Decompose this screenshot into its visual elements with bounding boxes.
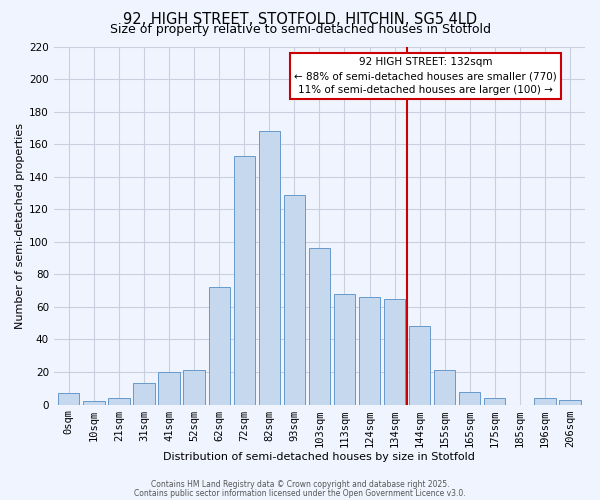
Text: Contains HM Land Registry data © Crown copyright and database right 2025.: Contains HM Land Registry data © Crown c… bbox=[151, 480, 449, 489]
Bar bbox=[334, 294, 355, 405]
Bar bbox=[133, 384, 155, 404]
Bar bbox=[58, 393, 79, 404]
Y-axis label: Number of semi-detached properties: Number of semi-detached properties bbox=[15, 122, 25, 328]
Text: Contains public sector information licensed under the Open Government Licence v3: Contains public sector information licen… bbox=[134, 488, 466, 498]
Bar bbox=[158, 372, 179, 404]
Bar bbox=[108, 398, 130, 404]
Bar bbox=[559, 400, 581, 404]
Bar bbox=[209, 288, 230, 405]
Bar bbox=[459, 392, 481, 404]
Bar bbox=[83, 402, 104, 404]
Bar bbox=[359, 297, 380, 405]
Text: 92, HIGH STREET, STOTFOLD, HITCHIN, SG5 4LD: 92, HIGH STREET, STOTFOLD, HITCHIN, SG5 … bbox=[123, 12, 477, 28]
Bar bbox=[309, 248, 330, 404]
Text: Size of property relative to semi-detached houses in Stotfold: Size of property relative to semi-detach… bbox=[110, 22, 491, 36]
Bar bbox=[384, 299, 405, 405]
Bar bbox=[233, 156, 255, 404]
Bar bbox=[184, 370, 205, 404]
Bar bbox=[259, 131, 280, 404]
Bar bbox=[284, 194, 305, 404]
Bar bbox=[434, 370, 455, 404]
Bar bbox=[409, 326, 430, 404]
X-axis label: Distribution of semi-detached houses by size in Stotfold: Distribution of semi-detached houses by … bbox=[163, 452, 475, 462]
Text: 92 HIGH STREET: 132sqm
← 88% of semi-detached houses are smaller (770)
11% of se: 92 HIGH STREET: 132sqm ← 88% of semi-det… bbox=[294, 57, 557, 95]
Bar bbox=[534, 398, 556, 404]
Bar bbox=[484, 398, 505, 404]
